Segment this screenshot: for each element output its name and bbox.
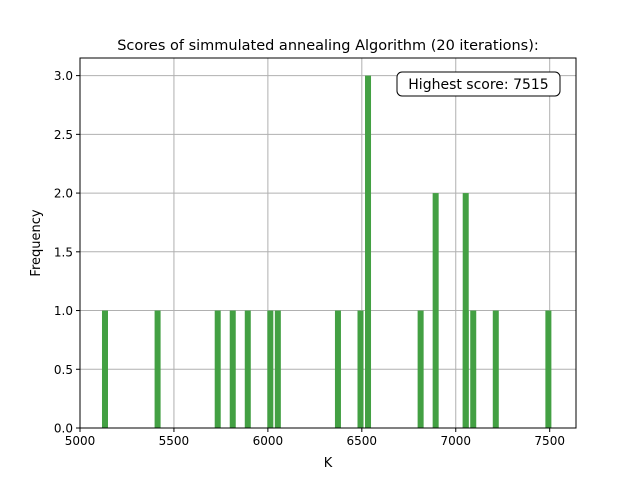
histogram-bar [492, 310, 499, 428]
histogram-bar [154, 310, 161, 428]
y-tick-label: 2.0 [54, 187, 73, 201]
y-tick-label: 0.0 [54, 422, 73, 436]
y-tick-label: 2.5 [54, 128, 73, 142]
x-tick-label: 6500 [347, 434, 378, 448]
histogram-bar [365, 75, 372, 428]
histogram-bar [214, 310, 221, 428]
x-tick-label: 5000 [65, 434, 96, 448]
annotation-background [396, 71, 561, 97]
bars [101, 75, 552, 428]
grid-lines [79, 58, 576, 429]
histogram-bar [545, 310, 552, 428]
histogram-bar [357, 310, 364, 428]
histogram-bar [432, 193, 439, 428]
x-axis-ticks: 5000 5500 6000 6500 7000 7500 [65, 428, 565, 448]
y-tick-label: 1.5 [54, 245, 73, 259]
x-tick-label: 6000 [253, 434, 284, 448]
histogram-bar [417, 310, 424, 428]
histogram-bar [229, 310, 236, 428]
histogram-bar [267, 310, 274, 428]
histogram-bar [462, 310, 469, 428]
chart-title: Scores of simmulated annealing Algorithm… [117, 38, 539, 54]
y-axis-label: Frequency [29, 209, 44, 276]
y-axis-ticks: 0.0 0.5 1.0 1.5 2.0 2.5 3.0 [54, 69, 80, 436]
y-tick-label: 0.5 [54, 363, 73, 377]
histogram-bar [244, 310, 251, 428]
x-tick-label: 7000 [440, 434, 471, 448]
x-axis-label: K [324, 456, 333, 471]
plot-frame [79, 57, 577, 429]
histogram-bar [470, 310, 477, 428]
x-tick-label: 7500 [534, 434, 565, 448]
annotation-text: Highest score: 7515 [408, 77, 548, 93]
y-tick-label: 1.0 [54, 304, 73, 318]
x-tick-label: 5500 [159, 434, 190, 448]
histogram-bar [101, 310, 108, 428]
histogram-bar [274, 310, 281, 428]
y-tick-label: 3.0 [54, 69, 73, 83]
annotation-box: Highest score: 7515 [396, 71, 561, 97]
histogram-bar [334, 310, 341, 428]
